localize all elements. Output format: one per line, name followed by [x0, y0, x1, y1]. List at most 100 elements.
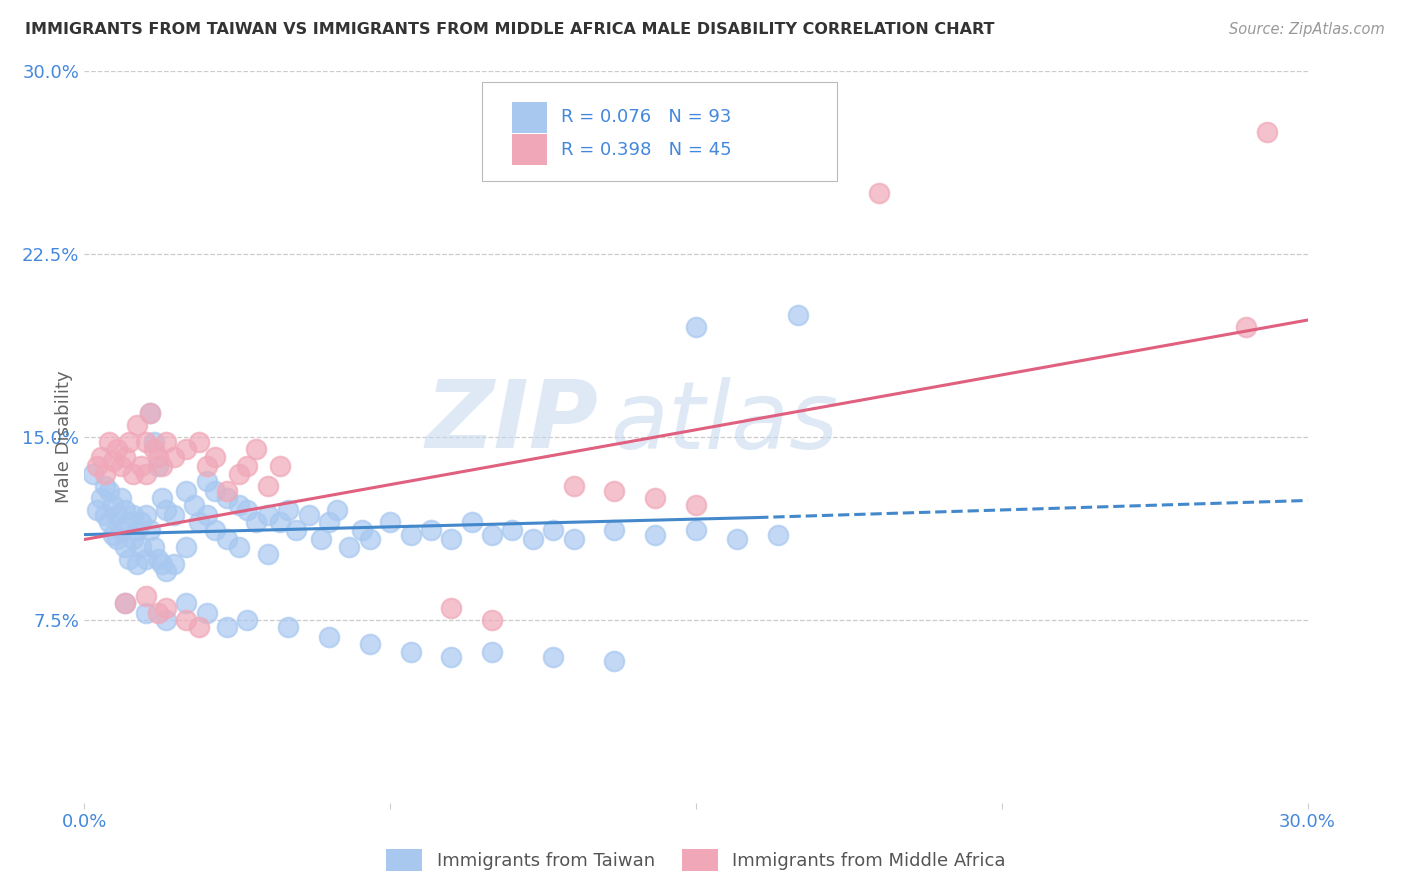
Point: [187, 516, 209, 530]
Point: [146, 552, 169, 566]
FancyBboxPatch shape: [513, 135, 547, 165]
Point: [277, 503, 299, 517]
Point: [127, 557, 149, 571]
Text: R = 0.398   N = 45: R = 0.398 N = 45: [561, 141, 733, 159]
Point: [150, 557, 173, 571]
Point: [339, 540, 361, 554]
Point: [155, 600, 177, 615]
Point: [269, 459, 291, 474]
Point: [131, 540, 153, 554]
Text: atlas: atlas: [610, 377, 838, 468]
Text: Source: ZipAtlas.com: Source: ZipAtlas.com: [1229, 22, 1385, 37]
Point: [685, 499, 707, 513]
Point: [114, 596, 136, 610]
Point: [869, 186, 891, 201]
Point: [644, 491, 666, 505]
Text: ZIP: ZIP: [425, 376, 598, 468]
Point: [420, 523, 443, 537]
Point: [90, 450, 112, 464]
Point: [82, 467, 104, 481]
Point: [217, 533, 239, 547]
Point: [97, 516, 120, 530]
Point: [326, 503, 349, 517]
Point: [110, 523, 132, 537]
Point: [135, 606, 157, 620]
Point: [127, 417, 149, 432]
Point: [685, 523, 707, 537]
FancyBboxPatch shape: [482, 82, 837, 181]
Point: [228, 499, 250, 513]
Point: [245, 516, 267, 530]
Point: [114, 450, 136, 464]
Point: [461, 516, 484, 530]
Point: [309, 533, 332, 547]
Point: [142, 434, 165, 449]
Point: [245, 442, 267, 457]
Point: [105, 442, 128, 457]
Point: [122, 533, 145, 547]
Point: [257, 508, 280, 522]
Point: [101, 499, 124, 513]
Point: [236, 613, 259, 627]
Point: [522, 533, 544, 547]
Point: [155, 503, 177, 517]
Point: [118, 434, 141, 449]
Point: [138, 406, 160, 420]
Point: [204, 450, 226, 464]
Point: [118, 552, 141, 566]
Point: [146, 450, 169, 464]
Point: [440, 600, 463, 615]
Point: [155, 434, 177, 449]
Point: [105, 533, 128, 547]
Point: [150, 491, 173, 505]
Point: [399, 527, 422, 541]
Point: [86, 459, 108, 474]
Point: [543, 523, 565, 537]
Point: [105, 508, 128, 522]
FancyBboxPatch shape: [513, 102, 547, 133]
Point: [481, 613, 503, 627]
Point: [142, 442, 165, 457]
Point: [93, 479, 115, 493]
Point: [146, 459, 169, 474]
Point: [685, 320, 707, 334]
Point: [787, 308, 810, 322]
Point: [122, 467, 145, 481]
Point: [298, 508, 321, 522]
Point: [277, 620, 299, 634]
Point: [543, 649, 565, 664]
Point: [269, 516, 291, 530]
Point: [127, 523, 149, 537]
Point: [725, 533, 748, 547]
Point: [155, 613, 177, 627]
Point: [359, 637, 381, 651]
Point: [603, 523, 626, 537]
Point: [187, 620, 209, 634]
Point: [142, 540, 165, 554]
Point: [155, 564, 177, 578]
Point: [228, 467, 250, 481]
Point: [1256, 125, 1278, 139]
Point: [97, 434, 120, 449]
Point: [97, 483, 120, 498]
Point: [1236, 320, 1258, 334]
Point: [562, 479, 585, 493]
Point: [131, 516, 153, 530]
Point: [217, 491, 239, 505]
Point: [502, 523, 524, 537]
Point: [135, 552, 157, 566]
Point: [93, 467, 115, 481]
Point: [122, 508, 145, 522]
Point: [236, 459, 259, 474]
Point: [257, 547, 280, 561]
Point: [217, 620, 239, 634]
Point: [603, 654, 626, 668]
Point: [101, 527, 124, 541]
Point: [135, 589, 157, 603]
Point: [440, 533, 463, 547]
Point: [118, 516, 141, 530]
Point: [359, 533, 381, 547]
Point: [285, 523, 308, 537]
Point: [138, 406, 160, 420]
Point: [163, 508, 186, 522]
